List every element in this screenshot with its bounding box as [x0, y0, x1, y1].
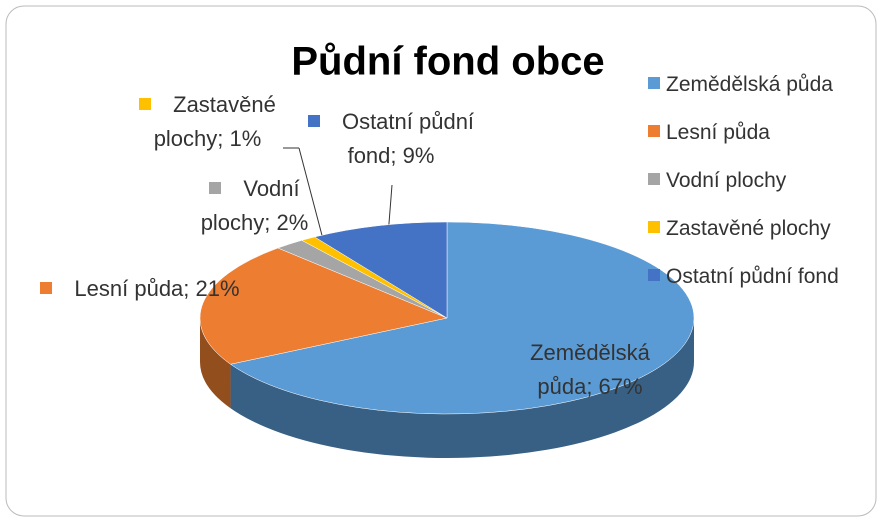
legend-key	[648, 221, 660, 233]
legend-key	[648, 269, 660, 281]
label-key	[209, 182, 222, 194]
legend-item: Vodní plochy	[648, 169, 786, 193]
legend-item: Lesní půda	[648, 121, 770, 145]
legend-label: Zemědělská půda	[666, 73, 833, 96]
data-label-text: Zemědělská půda; 67%	[530, 340, 650, 399]
data-label-text: Zastavěné plochy; 1%	[153, 92, 276, 151]
data-label-text: Ostatní půdní fond; 9%	[341, 109, 475, 168]
data-label-text: Lesní půda; 21%	[74, 276, 240, 301]
legend-label: Zastavěné plochy	[666, 217, 831, 240]
legend-label: Vodní plochy	[666, 169, 787, 192]
legend-item: Ostatní půdní fond	[648, 265, 839, 289]
slice	[314, 221, 448, 319]
legend-key	[648, 77, 660, 89]
data-label: Zemědělská půda; 67%	[510, 336, 670, 404]
slice-side	[200, 318, 231, 409]
legend-item: Zemědělská půda	[648, 73, 833, 97]
legend-key	[648, 173, 660, 185]
chart-title: Půdní fond obce	[291, 40, 604, 84]
slice	[199, 247, 448, 365]
legend-label: Lesní půda	[666, 121, 770, 144]
legend-label: Ostatní půdní fond	[666, 265, 839, 288]
label-key	[307, 115, 320, 127]
slice	[229, 221, 695, 415]
label-key	[40, 282, 53, 294]
data-label-text: Vodní plochy; 2%	[200, 176, 309, 235]
leader-line	[298, 147, 325, 244]
legend-item: Zastavěné plochy	[648, 217, 831, 241]
data-label: Ostatní půdní fond; 9%	[296, 105, 486, 173]
slice-side	[230, 318, 694, 459]
data-label: Zastavěné plochy; 1%	[125, 88, 290, 156]
data-label: Lesní půda; 21%	[40, 272, 240, 306]
data-label: Vodní plochy; 2%	[172, 172, 337, 240]
legend-key	[648, 125, 660, 137]
label-key	[139, 98, 152, 110]
